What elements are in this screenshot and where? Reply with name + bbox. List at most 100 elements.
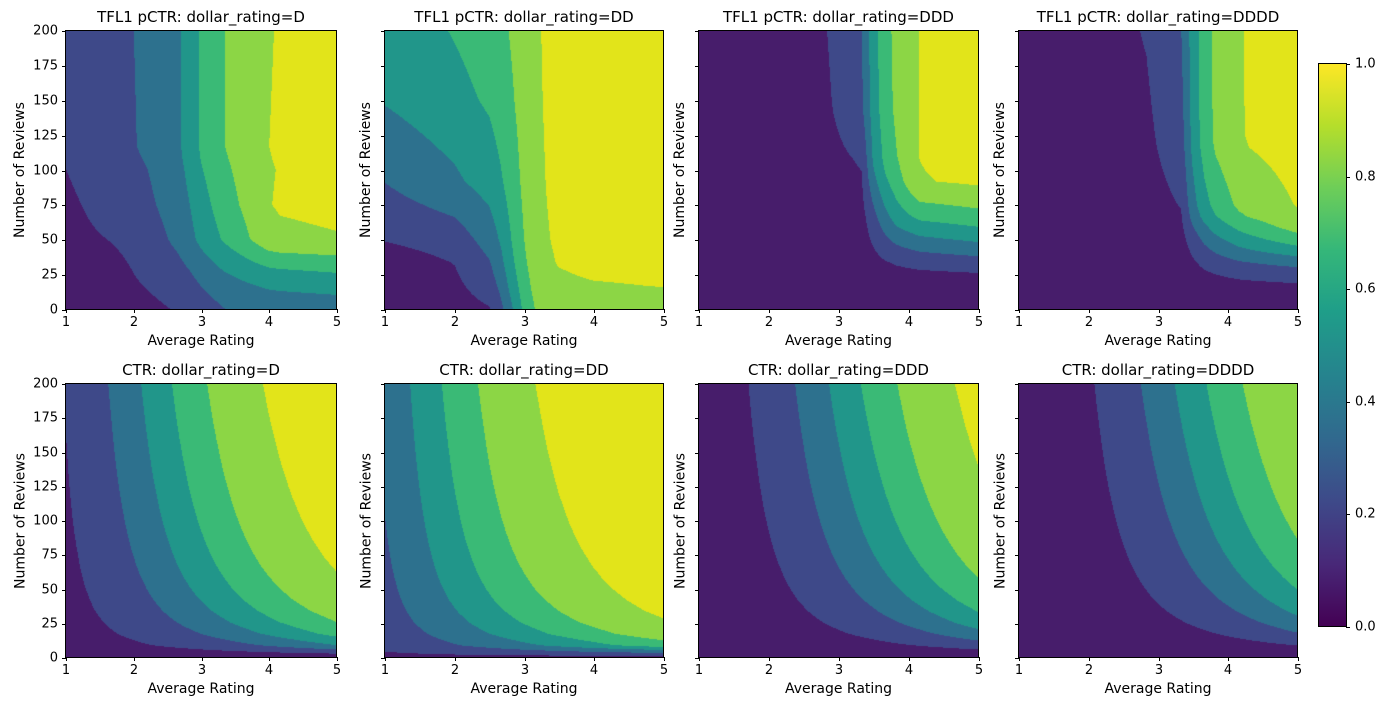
x-tick-label: 5 xyxy=(659,663,669,678)
x-tick-mark xyxy=(1228,309,1229,313)
colorbar-tick-mark xyxy=(1346,64,1350,65)
contour-canvas xyxy=(66,384,336,657)
x-tick-label: 3 xyxy=(197,315,207,330)
x-tick-mark xyxy=(1089,309,1090,313)
y-tick-mark xyxy=(1015,275,1019,276)
y-axis-label: Number of Reviews xyxy=(992,452,1008,589)
contour-canvas xyxy=(699,384,978,657)
y-tick-mark xyxy=(1015,487,1019,488)
y-axis-label: Number of Reviews xyxy=(672,452,688,589)
y-tick-mark xyxy=(381,658,385,659)
x-tick-label: 4 xyxy=(264,663,274,678)
y-tick-mark xyxy=(695,310,699,311)
y-tick-mark xyxy=(1015,66,1019,67)
y-tick-mark xyxy=(62,31,66,32)
x-tick-label: 5 xyxy=(332,663,342,678)
y-tick-label: 75 xyxy=(41,547,58,563)
y-tick-mark xyxy=(1015,453,1019,454)
x-tick-label: 2 xyxy=(764,315,774,330)
x-tick-mark xyxy=(66,657,67,661)
contour-canvas xyxy=(385,384,663,657)
x-tick-label: 4 xyxy=(1223,663,1233,678)
x-axis-label: Average Rating xyxy=(784,333,893,349)
x-tick-label: 2 xyxy=(1084,663,1094,678)
y-tick-label: 200 xyxy=(33,376,58,392)
y-tick-mark xyxy=(381,171,385,172)
x-tick-mark xyxy=(664,657,665,661)
x-tick-mark xyxy=(1089,657,1090,661)
y-tick-label: 175 xyxy=(33,58,58,74)
y-tick-mark xyxy=(695,384,699,385)
y-tick-mark xyxy=(62,171,66,172)
x-tick-mark xyxy=(1298,309,1299,313)
colorbar-tick-mark xyxy=(1346,514,1350,515)
x-tick-label: 2 xyxy=(129,663,139,678)
colorbar-tick-label: 0.6 xyxy=(1355,281,1376,297)
x-tick-mark xyxy=(1019,657,1020,661)
y-tick-mark xyxy=(695,240,699,241)
y-tick-mark xyxy=(1015,555,1019,556)
subplot-ctr-d: CTR: dollar_rating=D Average Rating Numb… xyxy=(12,361,341,697)
x-tick-mark xyxy=(839,309,840,313)
y-tick-mark xyxy=(62,590,66,591)
y-tick-mark xyxy=(1015,310,1019,311)
x-tick-mark xyxy=(979,657,980,661)
y-tick-label: 150 xyxy=(33,445,58,461)
y-tick-mark xyxy=(381,275,385,276)
plot-title: TFL1 pCTR: dollar_rating=D xyxy=(97,8,305,26)
y-tick-mark xyxy=(62,136,66,137)
y-tick-label: 0 xyxy=(49,302,58,318)
plot-title: TFL1 pCTR: dollar_rating=DDD xyxy=(723,8,954,26)
x-tick-label: 4 xyxy=(904,663,914,678)
x-tick-label: 2 xyxy=(1084,315,1094,330)
colorbar: 0.0 0.2 0.4 0.6 0.8 1.0 xyxy=(1318,58,1376,634)
x-tick-mark xyxy=(699,309,700,313)
subplot-tfl1-pctr-dd: TFL1 pCTR: dollar_rating=DD Average Rati… xyxy=(358,8,668,349)
y-tick-mark xyxy=(695,171,699,172)
x-tick-label: 5 xyxy=(974,315,984,330)
plot-title: TFL1 pCTR: dollar_rating=DDDD xyxy=(1036,8,1280,26)
y-tick-mark xyxy=(1015,136,1019,137)
contour-canvas xyxy=(1019,384,1297,657)
y-tick-label: 200 xyxy=(33,23,58,39)
x-tick-mark xyxy=(269,657,270,661)
y-tick-label: 100 xyxy=(33,163,58,179)
x-axis-label: Average Rating xyxy=(147,681,255,697)
y-tick-mark xyxy=(381,66,385,67)
subplot-tfl1-pctr-ddd: TFL1 pCTR: dollar_rating=DDD Average Rat… xyxy=(672,8,983,349)
x-tick-label: 4 xyxy=(589,315,599,330)
y-tick-mark xyxy=(695,555,699,556)
x-tick-mark xyxy=(202,309,203,313)
y-tick-mark xyxy=(62,384,66,385)
plot-title: CTR: dollar_rating=D xyxy=(122,361,280,379)
y-tick-mark xyxy=(1015,101,1019,102)
x-tick-label: 4 xyxy=(1223,315,1233,330)
y-tick-label: 75 xyxy=(41,197,58,213)
y-tick-mark xyxy=(381,521,385,522)
x-tick-mark xyxy=(134,309,135,313)
y-tick-mark xyxy=(1015,658,1019,659)
x-tick-mark xyxy=(269,309,270,313)
y-tick-label: 125 xyxy=(33,128,58,144)
contour-canvas xyxy=(385,31,663,309)
colorbar-gradient xyxy=(1319,64,1346,626)
y-axis-label: Number of Reviews xyxy=(358,452,374,589)
x-tick-label: 1 xyxy=(61,663,71,678)
y-tick-mark xyxy=(381,240,385,241)
y-tick-mark xyxy=(695,487,699,488)
y-tick-mark xyxy=(381,101,385,102)
x-tick-label: 5 xyxy=(1293,663,1303,678)
y-tick-mark xyxy=(381,31,385,32)
y-tick-mark xyxy=(695,418,699,419)
x-tick-mark xyxy=(1019,309,1020,313)
x-tick-label: 1 xyxy=(1014,315,1024,330)
x-tick-mark xyxy=(337,309,338,313)
x-axis-label: Average Rating xyxy=(1104,681,1212,697)
x-tick-label: 1 xyxy=(1014,663,1024,678)
y-tick-mark xyxy=(62,275,66,276)
colorbar-tick-mark xyxy=(1346,289,1350,290)
plot-title: CTR: dollar_rating=DD xyxy=(439,361,609,379)
x-tick-label: 5 xyxy=(659,315,669,330)
y-tick-label: 175 xyxy=(33,410,58,426)
x-tick-label: 3 xyxy=(834,663,844,678)
